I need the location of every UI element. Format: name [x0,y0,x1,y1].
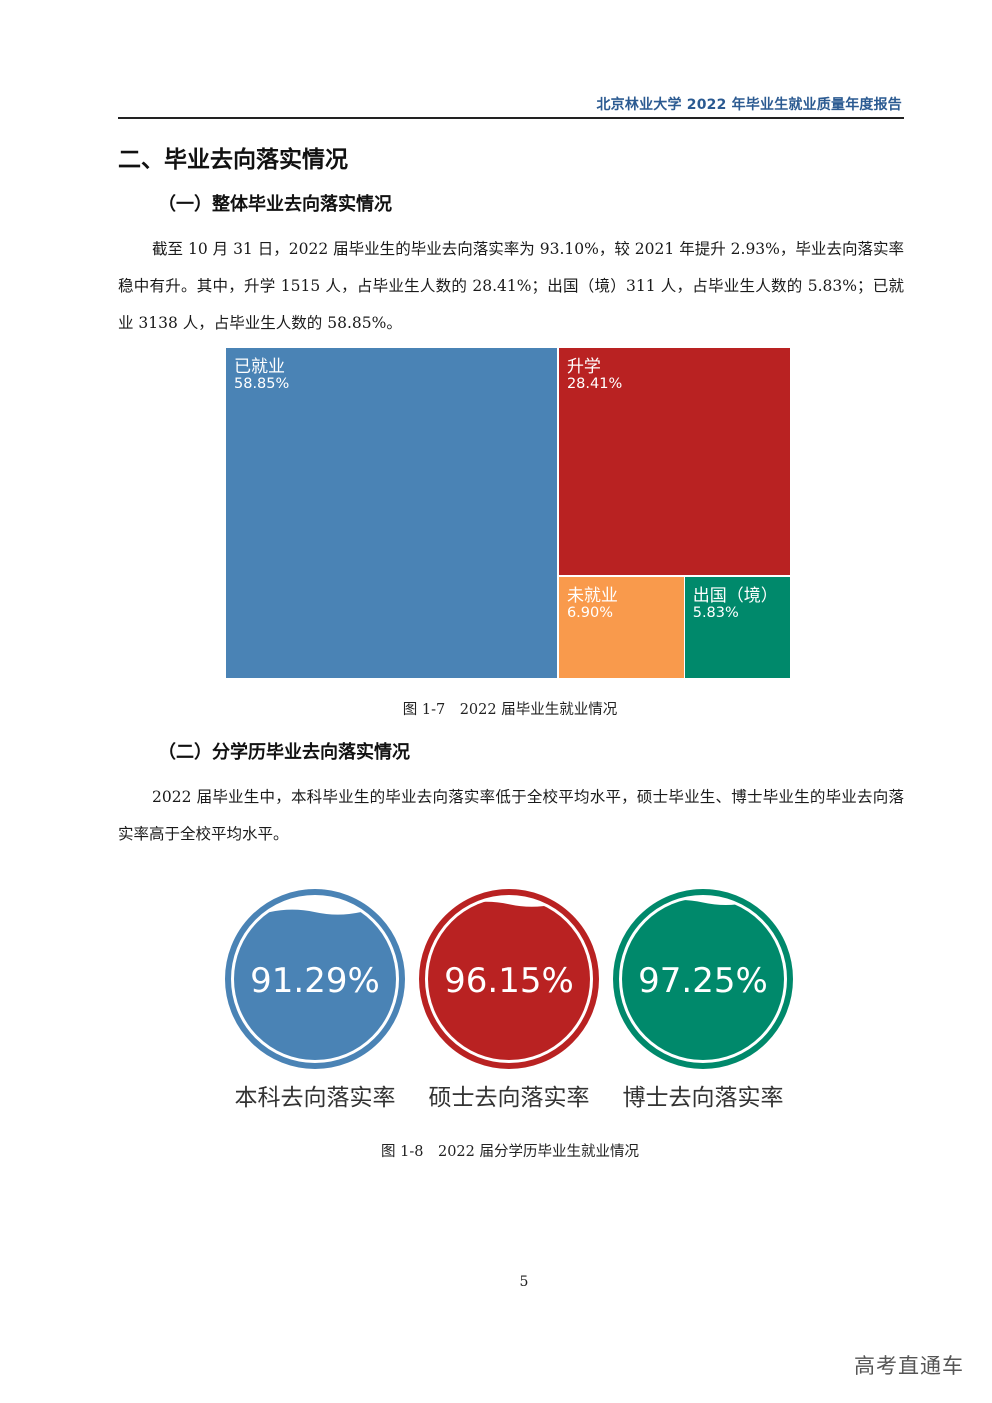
gauge-fill [234,909,396,1060]
figure-caption-1: 图 1-7 2022 届毕业生就业情况 [402,702,618,718]
gauge-fill [622,899,784,1060]
degree-rate-circles: 91.29% 本科去向落实率 96.15% 硕士去向落实率 97.25% 博士去向落实率 [220,884,800,1114]
treemap-chart: 已就业 58.85% 升学 28.41% 未就业 6.90% 出国（境） 5.83% [226,348,790,678]
gauge-fill [428,901,590,1060]
subsection-title-overall: （一）整体毕业去向落实情况 [158,194,392,215]
gauge-label: 硕士去向落实率 [428,1085,590,1111]
gauge-value-text: 91.29% [250,961,380,1001]
gauge-label: 本科去向落实率 [234,1085,396,1111]
gauge-value-text: 97.25% [638,961,768,1001]
treemap-tile-name: 升学 [566,357,601,377]
treemap-tile-value: 6.90% [566,604,614,621]
watermark-text: 高考直通车 [854,1354,964,1378]
liquid-gauge: 96.15% [419,889,599,1069]
paragraph-overall: 截至 10 月 31 日，2022 届毕业生的毕业去向落实率为 93.10%，较… [118,240,904,332]
treemap-tile-value: 5.83% [692,604,739,621]
liquid-gauge: 97.25% [613,889,793,1069]
liquid-gauge: 91.29% [225,889,405,1069]
paragraph-by-degree: 2022 届毕业生中，本科毕业生的毕业去向落实率低于全校平均水平，硕士毕业生、博… [118,788,904,843]
gauge-value-text: 96.15% [444,961,574,1001]
page-number: 5 [519,1274,529,1290]
figure-caption-2: 图 1-8 2022 届分学历毕业生就业情况 [381,1144,639,1160]
treemap-tile-name: 出国（境） [692,585,778,606]
degree-rate-item-1: 96.15% 硕士去向落实率 [414,884,604,1112]
page-header-title: 北京林业大学 2022 年毕业生就业质量年度报告 [596,97,902,113]
gauge-outer-ring [613,889,793,1069]
subsection-title-by-degree: （二）分学历毕业去向落实情况 [158,742,410,763]
gauge-label: 博士去向落实率 [622,1085,784,1111]
treemap-tile-value: 28.41% [566,376,623,392]
gauge-outer-ring [419,889,599,1069]
treemap-tile-3: 出国（境） 5.83% [684,576,790,678]
header-rule [118,117,904,119]
degree-rate-item-2: 97.25% 博士去向落实率 [608,884,798,1112]
treemap-tile-1: 升学 28.41% [558,348,790,575]
section-title: 二、毕业去向落实情况 [118,147,348,173]
gauge-outer-ring [225,889,405,1069]
treemap-tile-name: 未就业 [566,585,618,606]
degree-rate-item-0: 91.29% 本科去向落实率 [220,884,410,1112]
treemap-tile-2: 未就业 6.90% [558,576,684,678]
treemap-tile-name: 已就业 [234,357,285,377]
treemap-tile-value: 58.85% [234,376,290,392]
treemap-tile-0: 已就业 58.85% [226,348,557,678]
